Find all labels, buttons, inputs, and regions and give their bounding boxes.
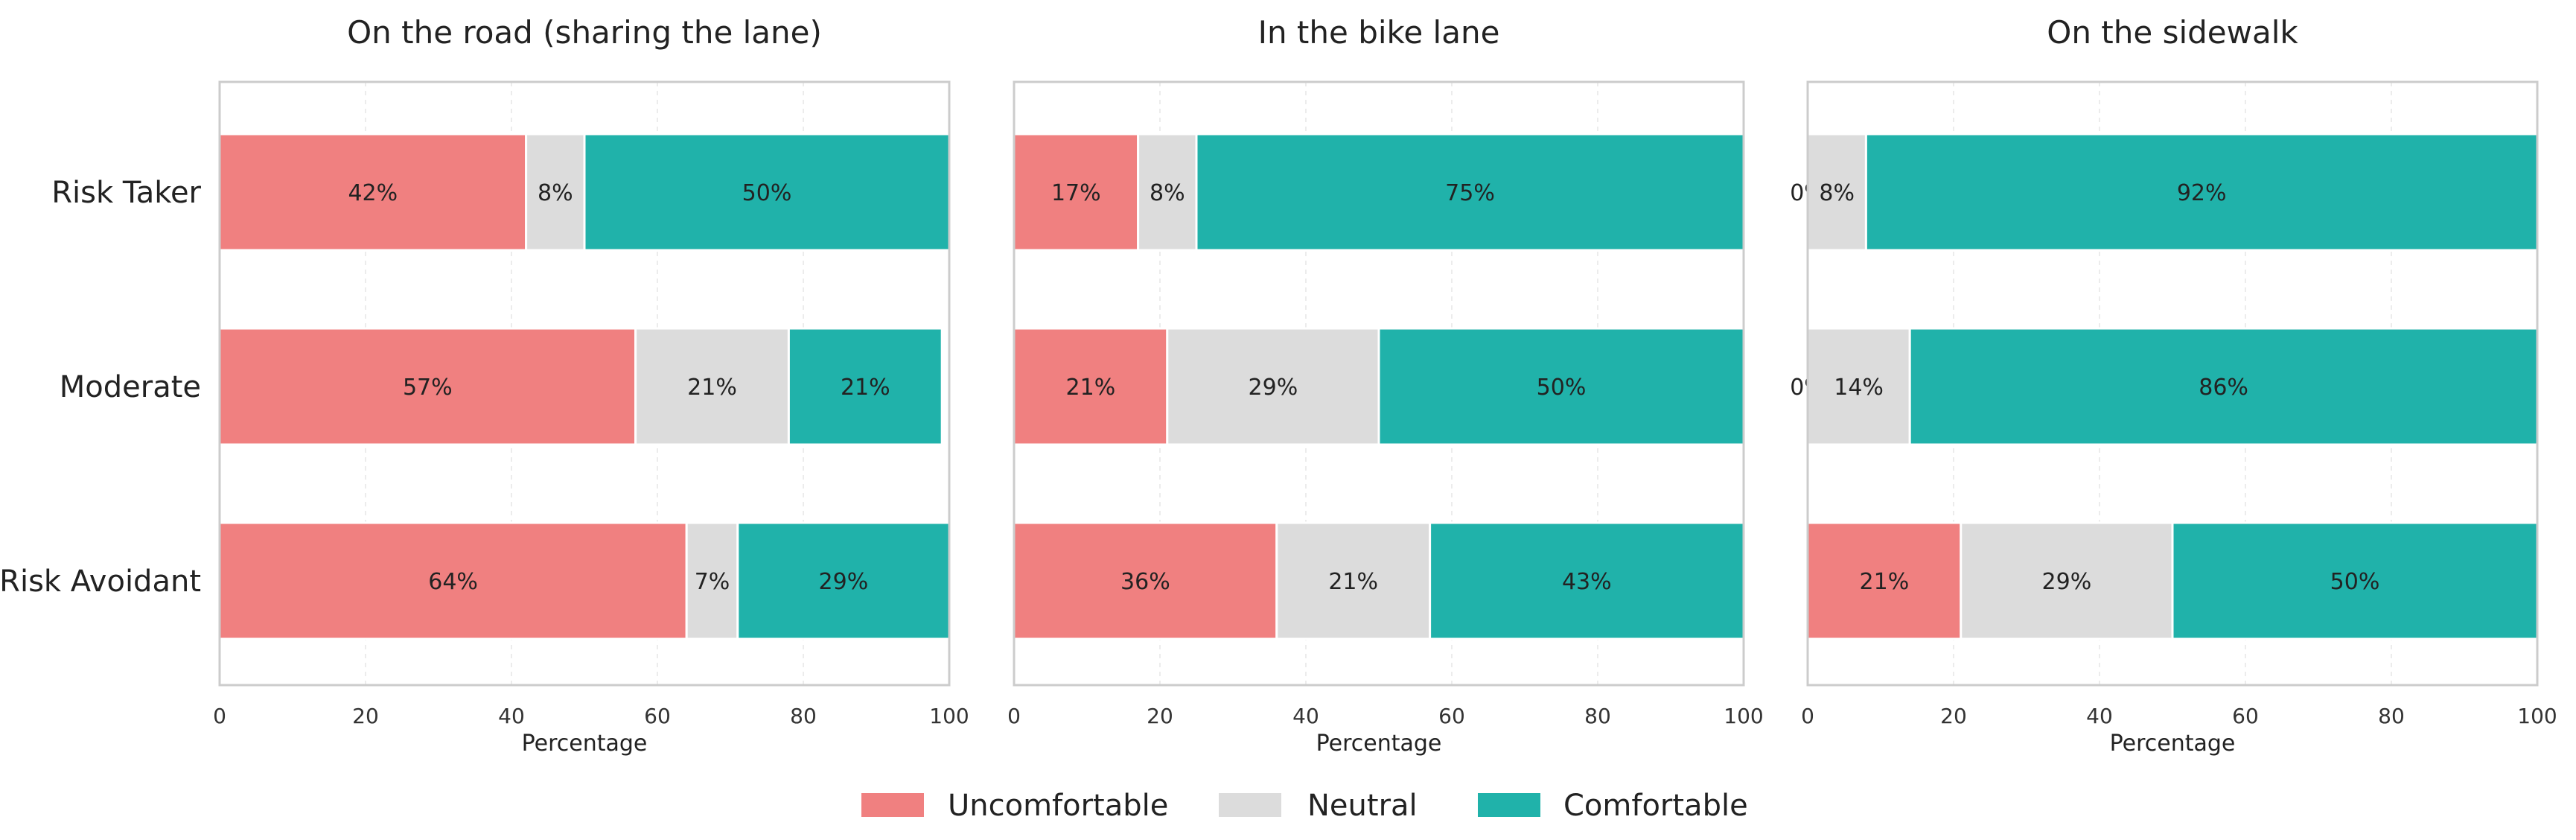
bar-data-label: 21% [1328,569,1378,595]
bar-data-label: 29% [2042,569,2092,595]
x-tick-label: 80 [790,704,817,728]
legend: Uncomfortable Neutral Comfortable [861,789,1748,823]
legend-swatch-neutral [1219,793,1281,817]
x-tick-label: 40 [2086,704,2113,728]
bar-comfortable-risk-avoidant [1429,521,1745,640]
bar-data-label: 21% [841,375,890,401]
x-tick-label: 100 [1724,704,1763,728]
bar-comfortable-risk-taker [583,133,951,252]
x-tick-label: 60 [1438,704,1465,728]
bar-data-label: 21% [1066,375,1116,401]
x-tick-label: 100 [929,704,969,728]
x-tick-label: 40 [1292,704,1319,728]
bar-comfortable-risk-taker [1195,133,1745,252]
bar-data-label: 50% [1537,375,1587,401]
bar-data-label: 75% [1445,180,1495,206]
bar-data-label: 8% [538,180,573,206]
bar-data-label: 8% [1150,180,1185,206]
bar-comfortable-moderate [1908,327,2539,446]
plot-frame [1806,80,2539,687]
x-tick-label: 60 [644,704,671,728]
bar-data-label: 21% [687,375,737,401]
bar-data-label: 43% [1562,569,1612,595]
panel-title: In the bike lane [1258,14,1500,51]
x-axis-label: Percentage [522,731,648,757]
bar-data-label: 29% [1249,375,1298,401]
bar-data-label: 50% [742,180,792,206]
legend-label-uncomfortable: Uncomfortable [948,789,1168,823]
legend-swatch-comfortable [1478,793,1540,817]
x-tick-label: 0 [213,704,226,728]
x-tick-label: 20 [1940,704,1967,728]
x-tick-label: 0 [1801,704,1814,728]
bar-comfortable-moderate [1377,327,1745,446]
bar-uncomfortable-risk-avoidant [1013,521,1278,640]
chart-panel-3: On the sidewalk0%8%92%0%14%86%21%29%50%0… [1790,14,2557,757]
chart-panel-1: On the road (sharing the lane) 42% 8% 50% 57… [0,14,969,757]
y-category-label: Moderate [60,370,201,404]
x-tick-label: 100 [2517,704,2557,728]
x-tick-label: 0 [1007,704,1021,728]
panel-title: On the road (sharing the lane) [347,14,822,51]
bar-data-label: 14% [1834,375,1884,401]
chart-panel-2: In the bike lane 17% 8% 75% 21% 29% 50% 36% 21% 4… [1007,14,1764,757]
bar-data-label: 36% [1120,569,1170,595]
x-axis-label: Percentage [2110,731,2236,757]
bar-data-label: 64% [428,569,478,595]
legend-label-neutral: Neutral [1307,789,1418,823]
bar-data-label: 92% [2177,180,2227,206]
x-tick-label: 60 [2232,704,2259,728]
bar-uncomfortable-risk-taker [218,133,528,252]
bar-comfortable-risk-avoidant [736,521,951,640]
bar-uncomfortable-risk-taker [1013,133,1140,252]
x-tick-label: 20 [1147,704,1173,728]
plot-frame [218,80,951,687]
bar-comfortable-risk-taker [1864,133,2539,252]
x-tick-label: 40 [498,704,525,728]
y-category-label: Risk Avoidant [0,564,201,599]
bar-neutral-risk-taker [1806,133,1867,252]
bar-data-label: 86% [2199,375,2248,401]
bar-data-label: 50% [2330,569,2380,595]
bar-data-label: 57% [403,375,453,401]
bar-neutral-moderate [1166,327,1380,446]
bar-data-label: 21% [1860,569,1910,595]
bar-data-label: 42% [348,180,398,206]
legend-label-comfortable: Comfortable [1563,789,1748,823]
bar-neutral-risk-taker [525,133,586,252]
legend-swatch-uncomfortable [861,793,924,817]
x-tick-label: 80 [1584,704,1611,728]
bar-neutral-moderate [634,327,790,446]
y-category-label: Risk Taker [51,176,201,210]
x-tick-label: 20 [352,704,379,728]
bar-data-label: 17% [1051,180,1101,206]
bar-neutral-risk-avoidant [1275,521,1432,640]
x-tick-label: 80 [2378,704,2405,728]
panel-title: On the sidewalk [2047,14,2298,51]
bar-data-label: 7% [695,569,730,595]
bar-data-label: 8% [1819,180,1855,206]
bar-neutral-risk-avoidant [1960,521,2174,640]
x-axis-label: Percentage [1316,731,1442,757]
bar-data-label: 29% [819,569,869,595]
bar-comfortable-risk-avoidant [2171,521,2539,640]
plot-frame [1013,80,1745,687]
bar-comfortable-moderate [787,327,943,446]
